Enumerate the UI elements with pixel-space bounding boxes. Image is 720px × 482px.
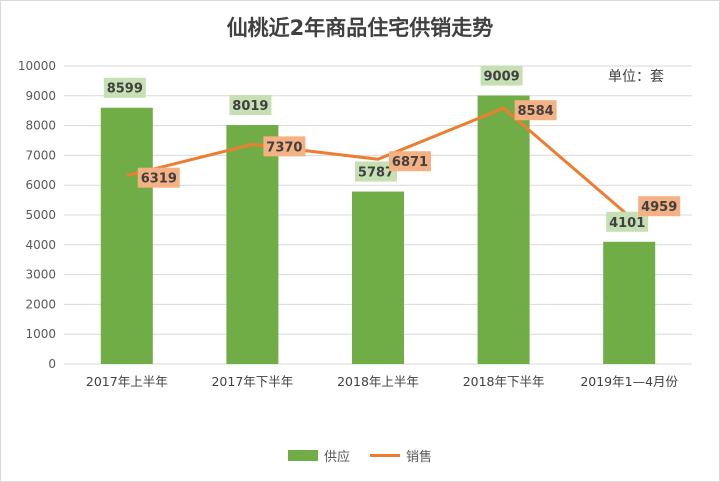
line-data-label: 7370 [266,140,302,155]
y-tick-label: 9000 [25,89,56,103]
bar-data-label: 5787 [358,166,394,181]
line-data-label-bg [263,136,306,157]
bar [352,191,404,364]
y-tick-label: 7000 [25,148,56,162]
bar [603,241,656,364]
line-data-label-bg [137,167,180,188]
bar-data-label-bg [355,161,397,182]
x-tick-label: 2018年上半年 [337,374,419,389]
legend-label-supply: 供应 [323,450,350,465]
bar [477,95,530,364]
y-tick-label: 6000 [25,178,56,192]
line-data-label-bg [514,100,557,121]
x-tick-label: 2017年上半年 [86,374,168,389]
y-tick-label: 2000 [25,297,56,311]
line-data-label: 8584 [518,104,554,119]
bar [226,125,279,364]
line-series-sales [126,106,631,218]
line-data-label: 4959 [641,200,677,215]
legend-swatch-sales [370,454,400,457]
bar-data-label: 8599 [107,82,143,97]
bar [100,107,153,364]
y-tick-label: 1000 [25,327,56,341]
bar-data-label: 4101 [609,216,645,231]
line-data-label-bg [389,151,431,172]
y-tick-label: 10000 [18,59,56,73]
bar-data-label: 9009 [484,70,520,85]
bar-data-label-bg [103,77,146,98]
legend-swatch-supply [287,450,318,461]
y-tick-label: 5000 [25,208,56,222]
x-tick-label: 2017年下半年 [211,374,293,389]
bar-data-label-bg [229,95,272,116]
unit-label: 单位：套 [608,69,664,85]
y-tick-label: 3000 [25,268,56,282]
legend-item-supply: 供应 [287,446,350,465]
line-data-label: 6871 [392,155,428,170]
legend-label-sales: 销售 [406,450,433,465]
y-tick-label: 8000 [25,119,56,133]
legend: 供应 销售 [0,446,720,465]
y-tick-label: 0 [48,357,56,371]
line-data-label: 6319 [141,172,177,187]
chart-title: 仙桃近2年商品住宅供销走势 [226,16,494,40]
line-data-label-bg [638,196,681,217]
bar-data-label: 8019 [232,99,268,114]
bar-data-label-bg [480,65,523,86]
bar-data-label-bg [606,211,649,232]
x-tick-label: 2018年下半年 [463,374,545,389]
x-tick-label: 2019年1—4月份 [580,374,678,389]
legend-item-sales: 销售 [370,446,432,465]
y-tick-label: 4000 [25,238,56,252]
